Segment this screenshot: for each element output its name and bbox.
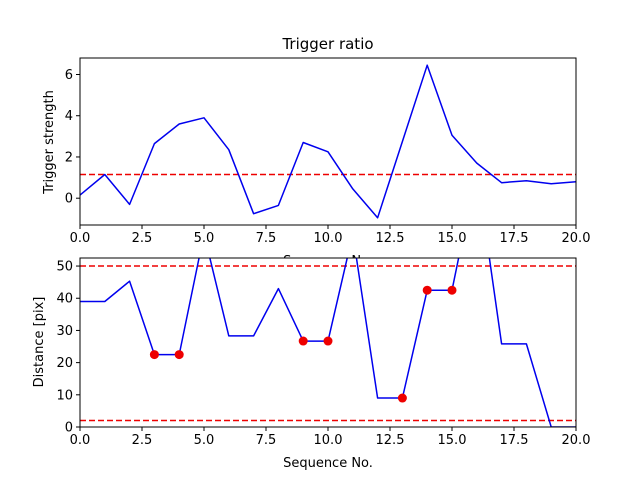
x-tick-label: 12.5 [376,231,405,246]
x-tick-label: 12.5 [376,433,405,448]
x-tick-label: 15.0 [438,433,467,448]
data-point-marker [174,350,184,360]
y-tick-label: 10 [56,388,73,403]
y-tick-label: 0 [65,421,73,436]
plot-area-distance: 0.0 2.5 5.0 7.5 10.0 12.5 15.0 17.5 20.0 0 10 20 30 4… [56,257,591,448]
x-tick-label: 5.0 [194,433,215,448]
data-point-marker [323,336,333,346]
x-tick-label: 20.0 [562,231,591,246]
x-tick-label: 15.0 [438,231,467,246]
chart-title: Trigger ratio [281,35,373,53]
x-tick-label: 7.5 [256,231,277,246]
x-axis-label: Sequence No. [283,456,373,471]
data-point-marker [298,336,308,346]
plot-clip-group [80,258,576,427]
chart-trigger-ratio: Trigger ratio Trigger strength 0.0 2.5 5.0… [42,35,590,269]
y-tick-label: 4 [65,109,73,124]
y-tick-label: 20 [56,356,73,371]
y-tick-label: 30 [56,324,73,339]
x-tick-label: 2.5 [132,433,153,448]
x-tick-label: 0.0 [70,231,91,246]
data-point-marker [447,285,457,295]
y-tick-label: 6 [65,68,73,83]
y-tick-label: 50 [56,260,73,275]
plot-background [80,58,576,225]
data-point-marker [397,393,407,403]
x-tick-label: 5.0 [194,231,215,246]
data-point-marker [422,285,432,295]
x-tick-label: 20.0 [562,433,591,448]
y-axis-label: Trigger strength [42,90,57,195]
y-tick-label: 2 [65,150,73,165]
y-tick-label: 0 [65,192,73,207]
data-point-marker [149,350,159,360]
plot-clip-group [80,64,576,219]
x-tick-label: 17.5 [500,231,529,246]
y-axis-label: Distance [pix] [32,297,47,388]
chart-distance: Distance [pix] Sequence No. 0.0 2.5 5.0 7.5… [32,257,591,471]
x-tick-label: 7.5 [256,433,277,448]
x-tick-label: 17.5 [500,433,529,448]
x-tick-label: 2.5 [132,231,153,246]
series-line [80,64,576,219]
y-tick-label: 40 [56,292,73,307]
x-tick-label: 0.0 [70,433,91,448]
plot-area-trigger: 0.02.55.07.510.012.515.017.520.00246Sequ… [65,57,591,269]
x-tick-label: 10.0 [314,433,343,448]
x-tick-label: 10.0 [314,231,343,246]
